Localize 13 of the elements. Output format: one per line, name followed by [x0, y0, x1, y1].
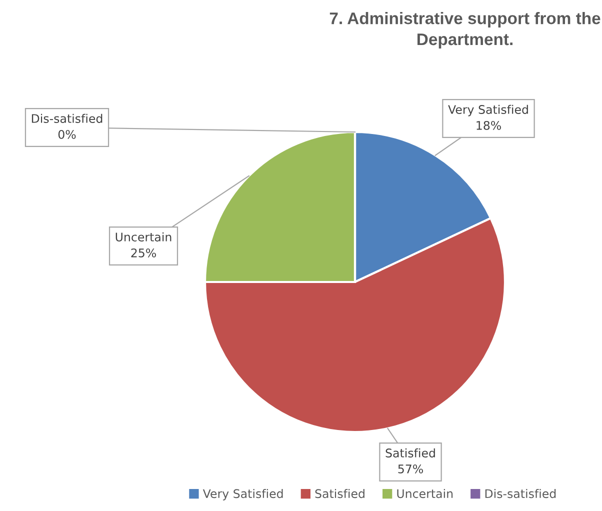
slice-label: Very Satisfied: [448, 104, 528, 116]
category-label: Dis-satisfied: [32, 114, 102, 123]
legend-label: Uncertain: [397, 488, 453, 498]
data-label: 18%: [476, 120, 501, 130]
chart-title: 7. Administrative support from the Department.: [330, 12, 600, 49]
text: 0%: [58, 130, 76, 139]
slice-label: Uncertain: [116, 232, 172, 242]
legend-label: Dis-satisfied: [485, 488, 556, 498]
legend-label: Very Satisfied: [202, 488, 283, 500]
legend-label: Satisfied: [315, 488, 364, 498]
data-label: 57%: [398, 464, 423, 474]
data-label: 25%: [131, 248, 156, 258]
slice-label: Satisfied: [386, 448, 435, 458]
